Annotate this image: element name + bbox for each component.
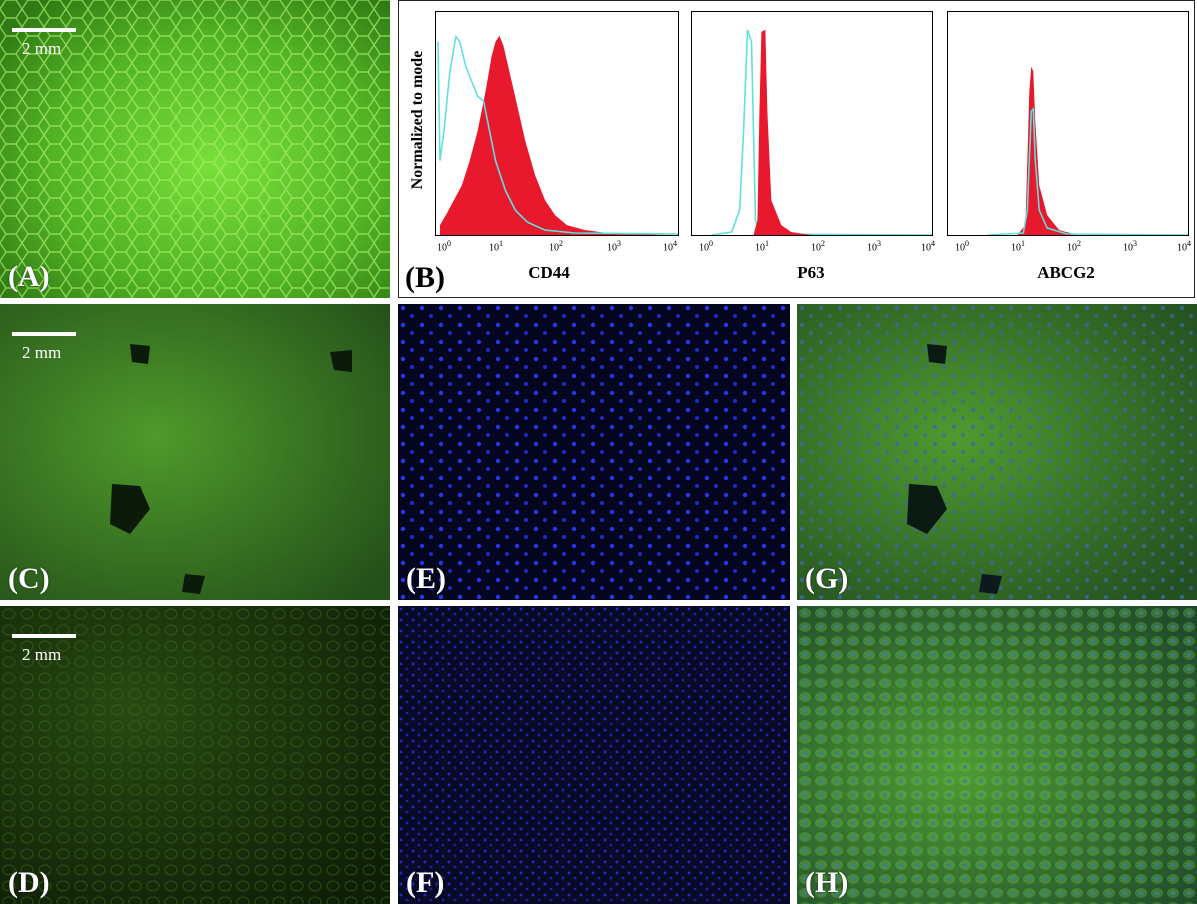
p63-stained-fill xyxy=(753,29,812,235)
cd44-control-line xyxy=(437,34,678,235)
scale-bar-label: 2 mm xyxy=(22,343,62,362)
panel-label-e: (E) xyxy=(406,562,446,595)
scale-bar xyxy=(12,332,76,336)
panel-label-a: (A) xyxy=(8,260,50,293)
panel-label-f: (F) xyxy=(406,866,445,899)
marker-label-p63: P63 xyxy=(797,263,825,282)
scale-bar xyxy=(12,634,76,638)
panel-label-g: (G) xyxy=(805,562,849,595)
marker-label-cd44: CD44 xyxy=(528,263,570,282)
panel-g-merged: (G) xyxy=(797,304,1197,600)
panel-c-green-stain: 2 mm (C) xyxy=(0,304,390,600)
panel-h-merged: (H) xyxy=(797,606,1197,904)
histogram-abcg2 xyxy=(947,11,1189,236)
abcg2-stained-fill xyxy=(1017,66,1077,235)
cd44-stained-fill xyxy=(439,35,678,235)
panel-label-h: (H) xyxy=(805,866,849,899)
panel-f-nuclei-stain: (F) xyxy=(398,606,790,904)
p63-control-line xyxy=(711,29,932,235)
panel-label-d: (D) xyxy=(8,866,50,899)
panel-a-epithelium-image: 2 mm (A) xyxy=(0,0,390,298)
y-axis-label: Normalized to mode xyxy=(409,50,426,190)
panel-e-nuclei-stain: (E) xyxy=(398,304,790,600)
scale-bar-label: 2 mm xyxy=(22,645,62,664)
scale-bar-label: 2 mm xyxy=(22,39,62,58)
panel-label-b: (B) xyxy=(405,261,445,294)
scale-bar xyxy=(12,28,76,32)
panel-b-flow-cytometry: Normalized to mode 100 101 102 103 104 1… xyxy=(398,0,1195,298)
histogram-cd44 xyxy=(435,11,679,236)
epithelium-texture xyxy=(0,0,390,298)
panel-d-dim-green: 2 mm (D) xyxy=(0,606,390,904)
abcg2-control-line xyxy=(987,107,1188,235)
panel-label-c: (C) xyxy=(8,562,50,595)
marker-label-abcg2: ABCG2 xyxy=(1037,263,1095,282)
histogram-p63 xyxy=(691,11,933,236)
